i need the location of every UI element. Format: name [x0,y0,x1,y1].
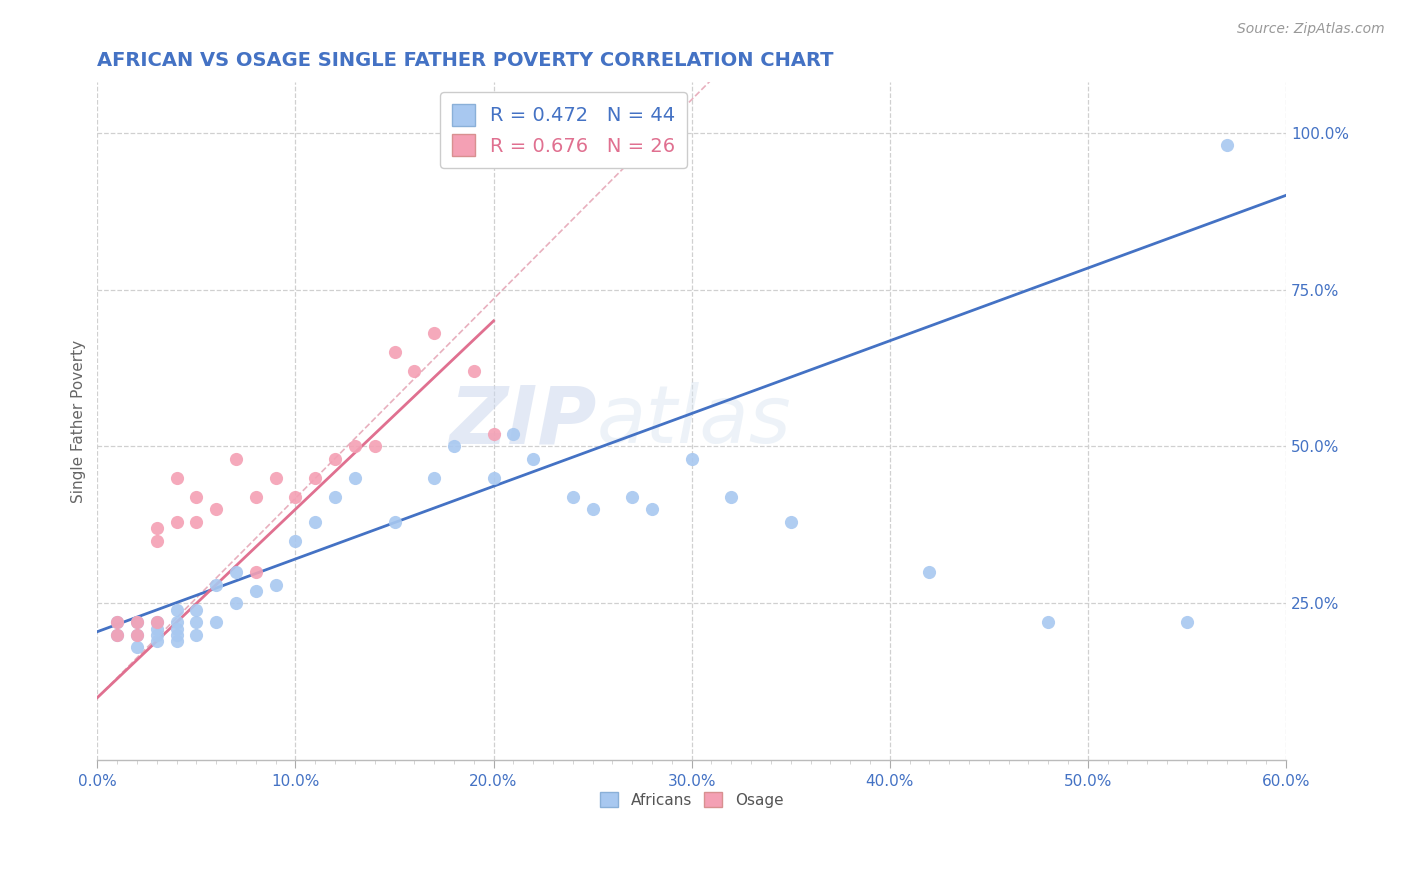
Point [166,471,188,485]
Point [404,364,426,378]
Point [146,521,169,535]
Point [166,622,188,636]
Point [918,565,941,579]
Point [621,490,644,504]
Point [146,622,169,636]
Point [205,502,228,516]
Point [146,615,169,630]
Point [264,577,287,591]
Point [105,615,128,630]
Point [245,583,267,598]
Text: ZIP: ZIP [449,383,596,460]
Point [166,634,188,648]
Point [125,615,148,630]
Point [166,515,188,529]
Point [146,533,169,548]
Point [186,615,208,630]
Text: Source: ZipAtlas.com: Source: ZipAtlas.com [1237,22,1385,37]
Point [720,490,742,504]
Point [146,615,169,630]
Point [225,452,247,467]
Point [482,471,505,485]
Point [641,502,664,516]
Point [146,628,169,642]
Point [146,634,169,648]
Point [284,533,307,548]
Point [166,628,188,642]
Point [423,471,446,485]
Point [443,440,465,454]
Point [384,515,406,529]
Point [581,502,603,516]
Point [463,364,485,378]
Point [186,515,208,529]
Point [245,565,267,579]
Point [125,628,148,642]
Point [125,628,148,642]
Point [186,603,208,617]
Point [225,596,247,610]
Point [225,565,247,579]
Point [343,471,366,485]
Point [681,452,703,467]
Point [522,452,544,467]
Point [105,615,128,630]
Point [323,490,346,504]
Point [105,628,128,642]
Point [245,490,267,504]
Text: atlas: atlas [596,383,792,460]
Point [423,326,446,341]
Point [125,640,148,655]
Point [1175,615,1198,630]
Y-axis label: Single Father Poverty: Single Father Poverty [72,340,86,503]
Point [304,471,326,485]
Point [1215,138,1237,153]
Point [205,615,228,630]
Point [284,490,307,504]
Legend: Africans, Osage: Africans, Osage [593,786,789,814]
Point [166,603,188,617]
Point [384,345,406,359]
Point [205,577,228,591]
Point [105,628,128,642]
Text: AFRICAN VS OSAGE SINGLE FATHER POVERTY CORRELATION CHART: AFRICAN VS OSAGE SINGLE FATHER POVERTY C… [97,51,834,70]
Point [502,426,524,441]
Point [264,471,287,485]
Point [482,426,505,441]
Point [186,628,208,642]
Point [363,440,385,454]
Point [343,440,366,454]
Point [779,515,801,529]
Point [323,452,346,467]
Point [186,490,208,504]
Point [166,615,188,630]
Point [561,490,583,504]
Point [304,515,326,529]
Point [1038,615,1060,630]
Point [125,615,148,630]
